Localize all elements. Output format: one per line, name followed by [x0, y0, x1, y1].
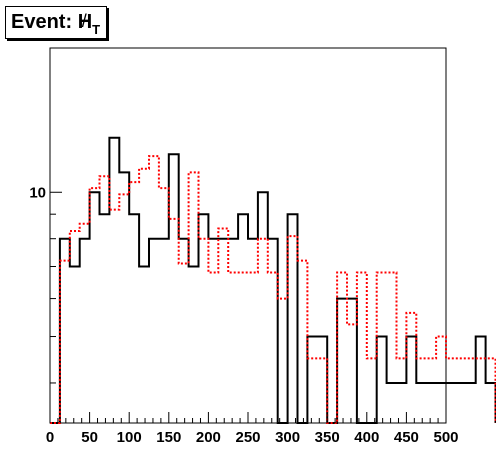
x-tick-label: 200	[196, 429, 221, 446]
title-subscript: T	[92, 22, 101, 37]
histogram-title: Event: H / T	[5, 6, 108, 39]
x-tick-label: 0	[46, 429, 54, 446]
title-symbol: H /	[78, 7, 92, 38]
x-tick-label: 150	[156, 429, 181, 446]
series-layer	[50, 136, 496, 424]
x-tick-label: 100	[117, 429, 142, 446]
x-tick-label: 350	[315, 429, 340, 446]
title-prefix: Event:	[11, 11, 78, 33]
x-tick-label: 300	[275, 429, 300, 446]
x-tick-label: 450	[394, 429, 419, 446]
x-tick-label: 50	[81, 429, 98, 446]
x-tick-label: 500	[433, 429, 458, 446]
title-symbol-letter: H	[77, 11, 93, 33]
histogram-series-1	[50, 136, 496, 424]
title-slash: /	[81, 11, 87, 31]
histogram-series-2	[50, 155, 496, 424]
x-tick-label: 250	[235, 429, 260, 446]
y-tick-label: 10	[29, 184, 46, 201]
axis-layer: 0 50 100 150 200 250 300 350 400 450 500 10	[29, 47, 459, 446]
x-tick-label: 400	[354, 429, 379, 446]
